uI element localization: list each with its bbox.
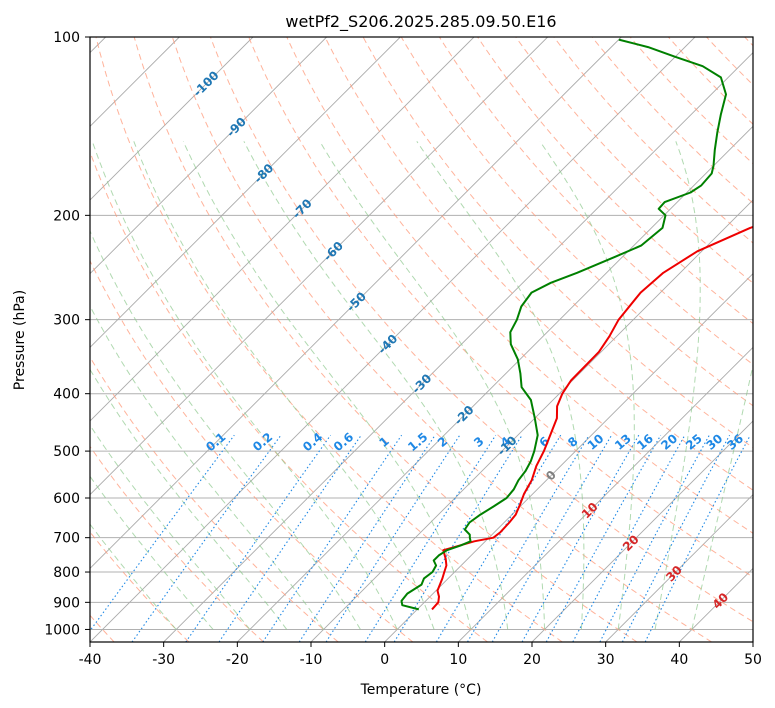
isotherm-gridline (90, 37, 475, 422)
moist-adiabat (90, 424, 251, 630)
x-tick-label: -30 (152, 652, 175, 668)
isotherm-gridline (90, 37, 696, 642)
moist-adiabat (90, 229, 361, 630)
isotherm-gridline (531, 420, 753, 642)
dry-adiabat (133, 37, 638, 642)
dry-adiabat (629, 37, 753, 165)
y-tick-label: 100 (53, 30, 80, 46)
x-tick-label: 20 (523, 652, 541, 668)
y-axis-label: Pressure (hPa) (12, 290, 28, 390)
mixing-ratio-line (185, 434, 332, 642)
mixing-ratio-line (325, 434, 461, 642)
isotherm-gridline (90, 37, 327, 275)
isotherm-gridline (90, 37, 254, 201)
isotherm-gridline (90, 37, 622, 569)
mixing-ratio-line (521, 434, 640, 642)
x-tick-label: 30 (597, 652, 615, 668)
mixing-ratio-line (491, 434, 613, 642)
mixing-ratio-line (621, 434, 731, 642)
moist-adiabat (182, 141, 472, 630)
mixing-ratio-line (644, 434, 751, 642)
y-tick-label: 400 (53, 387, 80, 403)
dry-adiabat (210, 37, 753, 623)
dry-adiabat (324, 37, 753, 491)
dry-adiabat (515, 37, 753, 284)
y-tick-label: 600 (53, 491, 80, 507)
sounding-series (400, 38, 753, 611)
dry-adiabat (362, 37, 753, 449)
isotherm-gridline (90, 37, 548, 496)
x-axis: -40 -30 -20 -10 0 10 20 30 40 50 (79, 642, 762, 668)
chart-title: wetPf2_S206.2025.285.09.50.E16 (285, 12, 556, 32)
dry-adiabat (90, 445, 264, 642)
mixing-ratio-line (572, 434, 686, 642)
mixing-ratio-line (90, 434, 235, 632)
isotherm-gridline (605, 494, 753, 642)
y-tick-label: 900 (53, 595, 80, 611)
x-axis-label: Temperature (°C) (360, 682, 482, 698)
x-tick-label: -10 (300, 652, 323, 668)
mixing-ratio-line (467, 434, 590, 642)
x-tick-label: 10 (449, 652, 467, 668)
isotherm-gridline (163, 52, 753, 642)
dry-adiabat (248, 37, 753, 578)
mixing-ratio-line (218, 434, 362, 642)
y-tick-label: 200 (53, 208, 80, 224)
moist-adiabat (539, 141, 635, 630)
x-tick-label: -20 (226, 652, 249, 668)
moist-adiabat (90, 368, 288, 630)
moist-adiabat (691, 363, 753, 630)
moist-adiabat (133, 141, 435, 630)
dry-adiabat (95, 37, 563, 642)
y-tick-label: 300 (53, 313, 80, 329)
y-tick-label: 500 (53, 444, 80, 460)
mixing-ratio-line (364, 434, 497, 642)
y-tick-label: 800 (53, 565, 80, 581)
y-axis: 1000 900 800 700 600 500 400 300 200 100 (44, 30, 90, 638)
x-tick-label: 0 (380, 652, 389, 668)
dry-adiabat (591, 37, 753, 204)
dry-adiabat (400, 37, 753, 407)
dry-adiabat (171, 37, 712, 642)
dry-adiabat (90, 259, 414, 642)
temperature-line (431, 225, 753, 611)
dewpoint-line (400, 38, 727, 611)
x-tick-label: -40 (79, 652, 102, 668)
moist-adiabat (90, 523, 177, 630)
isotherm-gridline (90, 37, 401, 348)
x-tick-label: 40 (670, 652, 688, 668)
isotherm-gridline (237, 125, 753, 642)
moist-adiabat (319, 141, 546, 630)
plot-frame (89, 36, 754, 643)
isotherm-gridline (458, 346, 753, 642)
dry-adiabat (477, 37, 753, 325)
moist-adiabat (90, 305, 325, 630)
moist-adiabat (416, 141, 585, 630)
isotherm-gridline (384, 273, 753, 642)
mixing-ratio-line (545, 434, 662, 642)
y-tick-label: 700 (53, 531, 80, 547)
y-tick-label: 1000 (44, 622, 80, 638)
x-tick-label: 50 (744, 652, 762, 668)
moist-adiabat (91, 141, 398, 630)
